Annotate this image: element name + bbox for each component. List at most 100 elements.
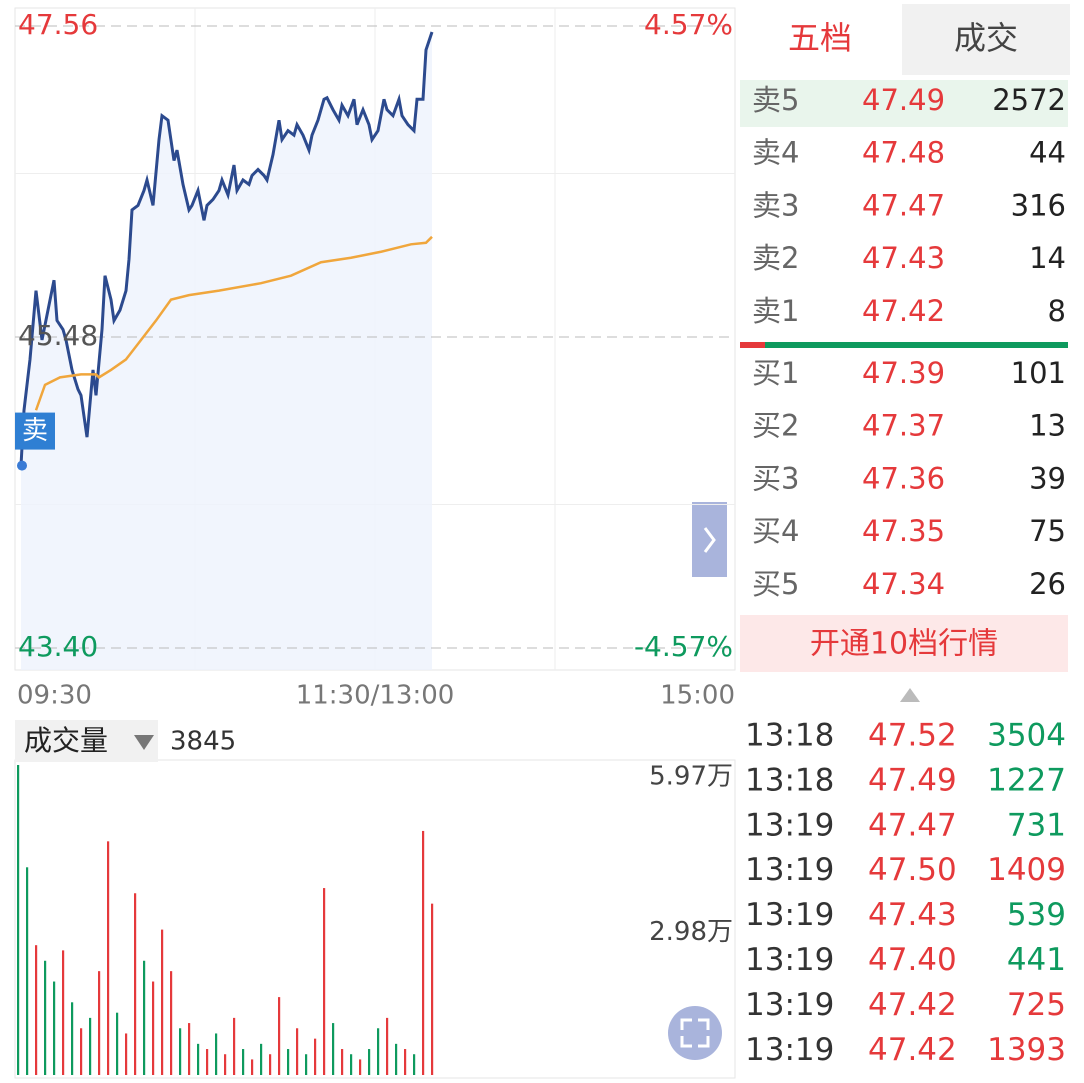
- trade-price: 47.42: [868, 1032, 957, 1068]
- book-volume: 316: [1011, 188, 1066, 222]
- book-price: 47.49: [862, 83, 945, 117]
- volume-bar: [395, 1043, 398, 1075]
- book-volume: 101: [1011, 356, 1066, 390]
- volume-bar: [215, 1033, 218, 1075]
- volume-bar: [125, 1033, 128, 1075]
- book-volume: 13: [1029, 409, 1066, 443]
- book-label: 买5: [752, 567, 799, 601]
- volume-bar: [71, 1002, 74, 1075]
- trade-time: 13:19: [745, 807, 834, 843]
- volume-label-box: [15, 720, 158, 762]
- book-volume: 44: [1029, 136, 1066, 170]
- upgrade-bg[interactable]: [740, 615, 1068, 672]
- book-label: 买2: [752, 409, 799, 443]
- book-price: 47.37: [862, 409, 945, 443]
- trade-volume: 441: [1007, 942, 1066, 978]
- tab[interactable]: 成交: [954, 19, 1018, 57]
- book-volume: 8: [1048, 294, 1066, 328]
- y-tick-label: 45.48: [18, 319, 98, 352]
- trade-price: 47.49: [868, 762, 957, 798]
- volume-bar: [188, 1023, 191, 1075]
- volume-bar: [17, 765, 20, 1075]
- volume-bar: [386, 1017, 389, 1075]
- book-label: 卖3: [752, 188, 799, 222]
- volume-bar: [296, 1028, 299, 1075]
- volume-current: 3845: [170, 727, 236, 757]
- volume-bar: [44, 960, 47, 1075]
- volume-bar: [62, 950, 65, 1075]
- y2-tick-label: 4.57%: [644, 8, 733, 41]
- trade-time: 13:19: [745, 1032, 834, 1068]
- trade-volume: 725: [1007, 987, 1066, 1023]
- trade-price: 47.47: [868, 807, 957, 843]
- book-volume: 26: [1029, 567, 1066, 601]
- book-label: 卖1: [752, 294, 799, 328]
- x-tick-label: 09:30: [17, 681, 92, 711]
- row-highlight: [740, 80, 1068, 127]
- volume-bar: [170, 971, 173, 1075]
- trade-price: 47.52: [868, 718, 957, 754]
- avg-line: [34, 235, 433, 411]
- upgrade-button[interactable]: 开通10档行情: [810, 627, 998, 662]
- volume-bar: [431, 903, 434, 1075]
- fullscreen-icon: [680, 1018, 710, 1048]
- volume-frame: [14, 759, 736, 1079]
- volume-bar: [413, 1054, 416, 1075]
- volume-bar: [323, 888, 326, 1075]
- ratio-bar: [740, 342, 765, 348]
- x-tick-label: 11:30/13:00: [296, 681, 455, 711]
- x-tick-label: 15:00: [660, 681, 735, 711]
- book-price: 47.36: [862, 461, 945, 495]
- volume-bar: [260, 1043, 263, 1075]
- trade-time: 13:19: [745, 942, 834, 978]
- volume-bar: [89, 1017, 92, 1075]
- volume-bar: [359, 1059, 362, 1075]
- expand-button[interactable]: [692, 502, 727, 577]
- book-volume: 39: [1029, 461, 1066, 495]
- dropdown-arrow[interactable]: [134, 735, 154, 750]
- scroll-arrow[interactable]: [900, 688, 920, 702]
- volume-bar: [152, 981, 155, 1075]
- tab[interactable]: 五档: [788, 19, 852, 57]
- book-price: 47.42: [862, 294, 945, 328]
- volume-tick-label: 2.98万: [649, 917, 733, 947]
- trade-price: 47.40: [868, 942, 957, 978]
- book-label: 卖5: [752, 83, 799, 117]
- trade-time: 13:19: [745, 987, 834, 1023]
- volume-bar: [233, 1017, 236, 1075]
- book-label: 买4: [752, 514, 799, 548]
- start-dot: [17, 460, 27, 471]
- volume-bar: [224, 1054, 227, 1075]
- book-label: 买3: [752, 461, 799, 495]
- volume-bar: [116, 1012, 119, 1075]
- book-label: 卖2: [752, 241, 799, 275]
- volume-bar: [278, 997, 281, 1075]
- volume-bar: [143, 960, 146, 1075]
- price-area: [21, 31, 432, 670]
- chevron: [703, 527, 716, 553]
- volume-bar: [368, 1049, 371, 1075]
- volume-bar: [377, 1028, 380, 1075]
- trade-time: 13:19: [745, 852, 834, 888]
- book-volume: 2572: [992, 83, 1066, 117]
- book-price: 47.43: [862, 241, 945, 275]
- book-label: 买1: [752, 356, 799, 390]
- volume-bar: [314, 1038, 317, 1075]
- tab-bg[interactable]: [902, 4, 1070, 75]
- volume-bar: [287, 1049, 290, 1075]
- book-volume: 75: [1029, 514, 1066, 548]
- fullscreen-button[interactable]: [668, 1006, 722, 1060]
- y2-tick-label: -4.57%: [634, 630, 733, 663]
- trade-price: 47.50: [868, 852, 957, 888]
- volume-tick-label: 5.97万: [649, 762, 733, 792]
- volume-bar: [422, 830, 425, 1075]
- volume-bar: [206, 1049, 209, 1075]
- volume-bar: [404, 1049, 407, 1075]
- volume-bar: [305, 1054, 308, 1075]
- volume-bar: [242, 1049, 245, 1075]
- trade-volume: 3504: [987, 718, 1066, 754]
- trade-badge: [15, 412, 55, 450]
- ratio-bar: [765, 342, 1068, 348]
